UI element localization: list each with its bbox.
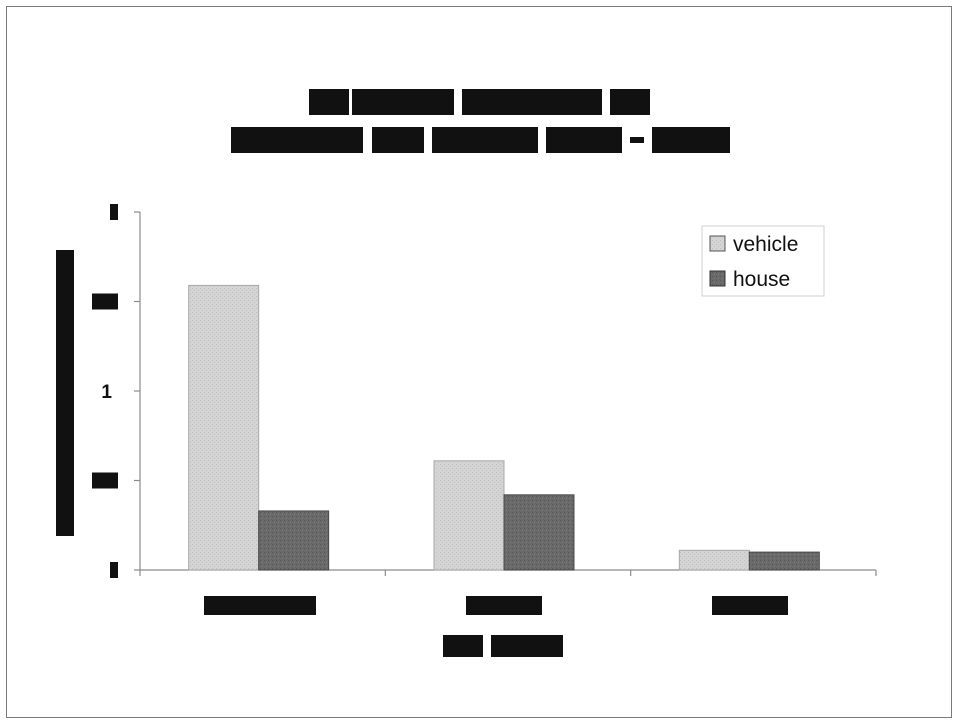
y-tick-label — [92, 293, 118, 310]
bar-house-2 — [503, 494, 575, 571]
bars — [188, 284, 820, 571]
legend-label-vehicle: vehicle — [733, 233, 798, 256]
legend: vehicle house — [701, 225, 825, 297]
chart-title — [231, 89, 730, 153]
y-tick-label — [92, 472, 118, 489]
x-tick-label-2 — [466, 596, 542, 615]
y-tick-label: 1 — [101, 382, 112, 403]
bar-house-1 — [258, 510, 330, 571]
bar-vehicle-3 — [678, 549, 750, 571]
bar-vehicle-2 — [433, 460, 505, 571]
legend-swatch-house — [709, 270, 726, 287]
legend-label-house: house — [733, 268, 790, 291]
legend-swatch-vehicle — [709, 235, 726, 252]
bar-vehicle-1 — [188, 284, 260, 571]
bar-house-3 — [748, 551, 820, 571]
y-tick-labels: 1 — [92, 204, 118, 578]
x-axis-label — [443, 635, 563, 657]
y-axis-label — [56, 250, 74, 536]
x-tick-labels — [204, 596, 788, 615]
y-tick-label — [110, 562, 118, 578]
y-tick-label — [110, 204, 118, 220]
x-tick-label-3 — [712, 596, 788, 615]
x-tick-label-1 — [204, 596, 316, 615]
